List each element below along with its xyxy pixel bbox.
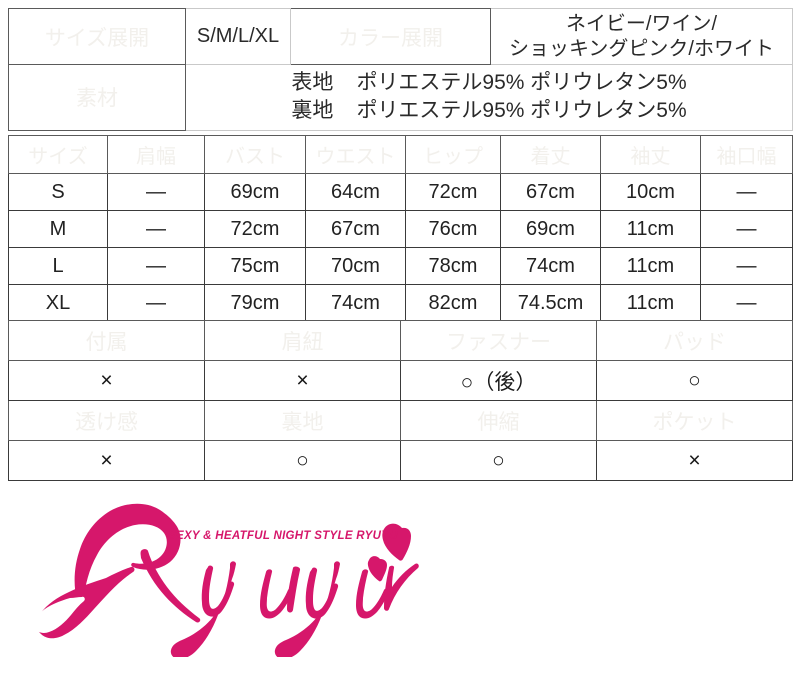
size-measurement-table: サイズ 肩幅 バスト ウエスト ヒップ 着丈 袖丈 袖口幅 S — 69cm 6… bbox=[8, 135, 793, 322]
size-col-header: 袖丈 bbox=[600, 135, 701, 174]
size-cell: — bbox=[700, 210, 793, 248]
size-col-header: 袖口幅 bbox=[700, 135, 793, 174]
size-range-value: S/M/L/XL bbox=[185, 8, 291, 65]
brand-tagline: SEXY & HEATFUL NIGHT STYLE RYUYU bbox=[168, 530, 398, 542]
attribute-header: ファスナー bbox=[400, 320, 597, 361]
size-cell: 64cm bbox=[305, 173, 406, 211]
size-cell: — bbox=[700, 284, 793, 322]
size-cell: 10cm bbox=[600, 173, 701, 211]
size-col-header: 肩幅 bbox=[107, 135, 205, 174]
size-cell: — bbox=[107, 284, 205, 322]
size-cell: 76cm bbox=[405, 210, 501, 248]
size-cell: M bbox=[8, 210, 108, 248]
size-range-label: サイズ展開 bbox=[8, 8, 186, 65]
size-cell: 11cm bbox=[600, 210, 701, 248]
size-cell: — bbox=[700, 173, 793, 211]
size-cell: 74cm bbox=[500, 247, 601, 285]
size-cell: XL bbox=[8, 284, 108, 322]
color-line-1: ネイビー/ワイン/ bbox=[565, 13, 718, 36]
attribute-value: ○ bbox=[400, 440, 597, 481]
size-cell: — bbox=[107, 210, 205, 248]
size-col-header: ヒップ bbox=[405, 135, 501, 174]
table-row: サイズ展開 S/M/L/XL カラー展開 ネイビー/ワイン/ ショッキングピンク… bbox=[8, 8, 793, 65]
table-row: 素材 表地 ポリエステル95% ポリウレタン5% 裏地 ポリエステル95% ポリウレ… bbox=[8, 64, 793, 131]
attribute-header: 伸縮 bbox=[400, 400, 597, 441]
attribute-value: ○ bbox=[596, 360, 793, 401]
size-cell: 11cm bbox=[600, 284, 701, 322]
size-col-header: 着丈 bbox=[500, 135, 601, 174]
attribute-header: 肩紐 bbox=[204, 320, 401, 361]
attribute-value: × bbox=[596, 440, 793, 481]
heart-icon-small bbox=[367, 556, 387, 582]
size-col-header: サイズ bbox=[8, 135, 108, 174]
product-spec-table: サイズ展開 S/M/L/XL カラー展開 ネイビー/ワイン/ ショッキングピンク… bbox=[8, 8, 793, 131]
table-row: L — 75cm 70cm 78cm 74cm 11cm — bbox=[8, 247, 793, 285]
material-outer-line: 表地 ポリエステル95% ポリウレタン5% bbox=[186, 69, 792, 97]
attribute-header: ポケット bbox=[596, 400, 793, 441]
size-cell: 72cm bbox=[405, 173, 501, 211]
material-lining-value: ポリエステル95% ポリウレタン5% bbox=[356, 99, 687, 123]
table-row: XL — 79cm 74cm 82cm 74.5cm 11cm — bbox=[8, 284, 793, 322]
size-cell: 82cm bbox=[405, 284, 501, 322]
size-cell: 79cm bbox=[204, 284, 306, 322]
size-cell: 69cm bbox=[500, 210, 601, 248]
attribute-value: × bbox=[8, 360, 205, 401]
brand-logo bbox=[10, 492, 430, 657]
size-cell: L bbox=[8, 247, 108, 285]
table-row: × × ○（後） ○ bbox=[8, 360, 793, 401]
table-row: S — 69cm 64cm 72cm 67cm 10cm — bbox=[8, 173, 793, 211]
attribute-header: 付属 bbox=[8, 320, 205, 361]
attribute-header: 裏地 bbox=[204, 400, 401, 441]
attribute-header: 透け感 bbox=[8, 400, 205, 441]
product-attributes-table: 付属 肩紐 ファスナー パッド × × ○（後） ○ 透け感 裏地 伸縮 ポケッ… bbox=[8, 320, 793, 481]
size-cell: 75cm bbox=[204, 247, 306, 285]
size-cell: 78cm bbox=[405, 247, 501, 285]
table-row: × ○ ○ × bbox=[8, 440, 793, 481]
attribute-header: パッド bbox=[596, 320, 793, 361]
table-row: M — 72cm 67cm 76cm 69cm 11cm — bbox=[8, 210, 793, 248]
size-table-header-row: サイズ 肩幅 バスト ウエスト ヒップ 着丈 袖丈 袖口幅 bbox=[8, 135, 793, 174]
size-cell: 74.5cm bbox=[500, 284, 601, 322]
color-range-label: カラー展開 bbox=[290, 8, 491, 65]
size-col-header: バスト bbox=[204, 135, 306, 174]
material-outer-label: 表地 bbox=[291, 71, 334, 94]
size-cell: 11cm bbox=[600, 247, 701, 285]
attribute-value: × bbox=[8, 440, 205, 481]
size-cell: 74cm bbox=[305, 284, 406, 322]
attributes-header-row: 付属 肩紐 ファスナー パッド bbox=[8, 320, 793, 361]
material-label: 素材 bbox=[8, 64, 186, 131]
size-cell: 69cm bbox=[204, 173, 306, 211]
color-range-value: ネイビー/ワイン/ ショッキングピンク/ホワイト bbox=[490, 8, 793, 65]
size-cell: 67cm bbox=[305, 210, 406, 248]
material-lining-label: 裏地 bbox=[291, 99, 334, 123]
attribute-value: × bbox=[204, 360, 401, 401]
color-line-2: ショッキングピンク/ホワイト bbox=[509, 37, 774, 60]
size-cell: 67cm bbox=[500, 173, 601, 211]
attributes-header-row: 透け感 裏地 伸縮 ポケット bbox=[8, 400, 793, 441]
material-outer-value: ポリエステル95% ポリウレタン5% bbox=[356, 71, 687, 94]
size-col-header: ウエスト bbox=[305, 135, 406, 174]
size-cell: — bbox=[700, 247, 793, 285]
size-cell: S bbox=[8, 173, 108, 211]
size-cell: 72cm bbox=[204, 210, 306, 248]
logo-script-mark bbox=[34, 503, 419, 657]
material-lining-line: 裏地 ポリエステル95% ポリウレタン5% bbox=[186, 97, 792, 125]
attribute-value: ○ bbox=[204, 440, 401, 481]
size-cell: — bbox=[107, 173, 205, 211]
attribute-value: ○（後） bbox=[400, 360, 597, 401]
material-value: 表地 ポリエステル95% ポリウレタン5% 裏地 ポリエステル95% ポリウレタン5… bbox=[185, 64, 793, 131]
size-cell: — bbox=[107, 247, 205, 285]
size-cell: 70cm bbox=[305, 247, 406, 285]
heart-icon-large bbox=[382, 523, 411, 561]
